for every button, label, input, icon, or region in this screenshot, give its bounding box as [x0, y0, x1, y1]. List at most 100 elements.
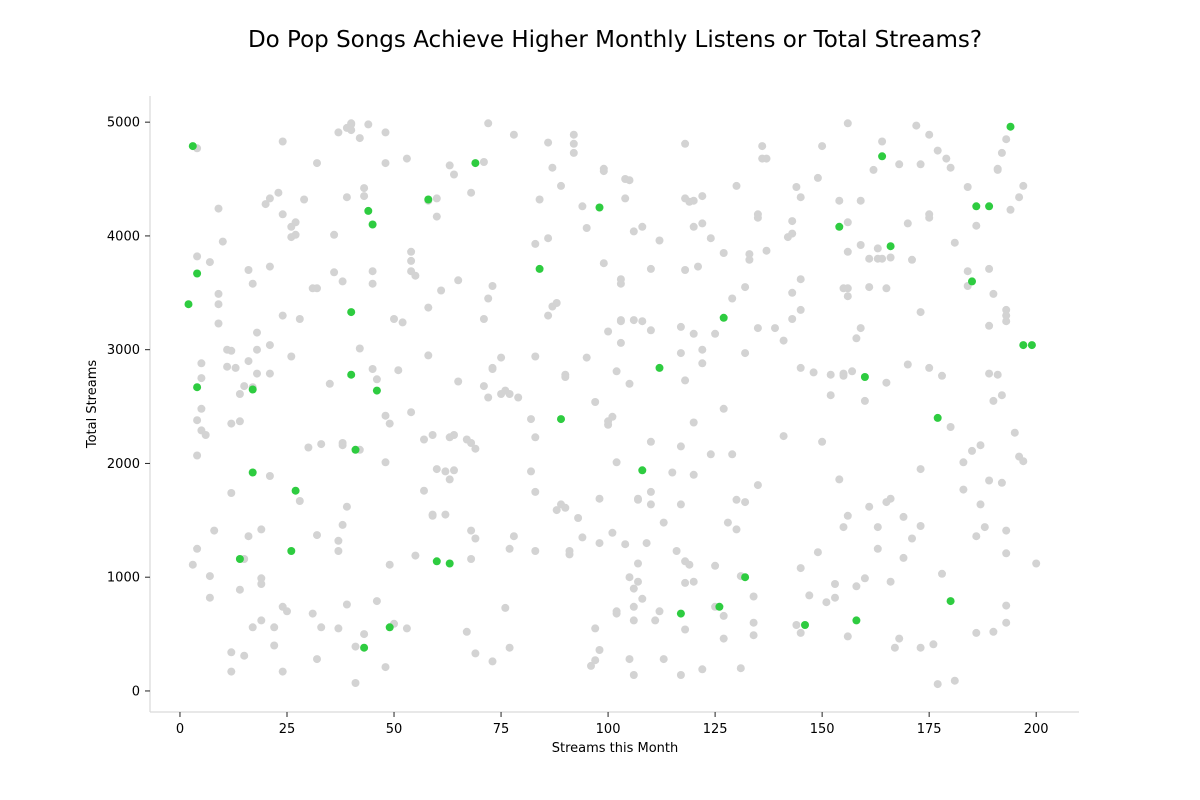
data-point: [441, 467, 450, 476]
data-point: [732, 525, 741, 534]
data-point: [505, 390, 514, 398]
data-point: [372, 597, 381, 606]
data-point: [265, 369, 274, 378]
highlighted-data-point: [248, 468, 257, 477]
data-point: [852, 334, 861, 343]
data-point: [342, 600, 351, 609]
data-point: [933, 680, 942, 689]
data-point: [265, 262, 274, 271]
data-point: [1002, 311, 1011, 320]
data-point: [625, 379, 634, 388]
data-point: [1002, 135, 1011, 144]
data-point: [231, 363, 240, 372]
data-point: [719, 404, 728, 413]
chart-title: Do Pop Songs Achieve Higher Monthly List…: [248, 27, 982, 53]
data-point: [796, 363, 805, 372]
data-point: [432, 212, 441, 221]
x-tick-label: 200: [1024, 722, 1049, 737]
data-point: [235, 585, 244, 594]
data-point: [689, 329, 698, 338]
data-point: [886, 494, 895, 503]
highlighted-data-point: [188, 142, 197, 151]
data-point: [925, 130, 934, 139]
data-point: [681, 266, 690, 274]
data-point: [942, 154, 951, 163]
data-point: [471, 444, 480, 453]
data-point: [244, 357, 253, 366]
data-point: [407, 247, 416, 256]
data-point: [1006, 205, 1015, 214]
data-point: [454, 276, 463, 285]
data-point: [689, 222, 698, 231]
data-point: [796, 275, 805, 284]
data-point: [835, 196, 844, 205]
data-point: [531, 352, 540, 361]
data-point: [278, 311, 287, 320]
data-point: [873, 544, 882, 553]
x-tick-label: 175: [917, 722, 942, 737]
data-point: [424, 303, 433, 312]
highlighted-data-point: [655, 363, 664, 372]
data-point: [762, 246, 771, 255]
data-point: [925, 210, 934, 219]
data-point: [381, 663, 390, 672]
highlighted-data-point: [351, 445, 360, 454]
x-axis-label: Streams this Month: [552, 741, 679, 756]
data-point: [1002, 317, 1011, 326]
data-point: [625, 655, 634, 664]
highlighted-data-point: [385, 623, 394, 632]
highlighted-data-point: [638, 466, 647, 475]
data-point: [848, 367, 857, 376]
data-point: [655, 236, 664, 245]
highlighted-data-point: [985, 202, 994, 211]
data-point: [788, 288, 797, 297]
data-point: [582, 224, 591, 232]
data-point: [205, 572, 214, 581]
highlighted-data-point: [287, 547, 296, 555]
highlighted-data-point: [1027, 341, 1036, 350]
data-point: [890, 643, 899, 652]
data-point: [993, 370, 1002, 379]
data-point: [878, 137, 887, 146]
data-point: [903, 360, 912, 369]
highlighted-data-point: [347, 370, 356, 379]
data-point: [599, 167, 608, 176]
data-point: [612, 458, 621, 467]
highlighted-data-point: [471, 159, 480, 168]
data-point: [420, 486, 428, 495]
data-point: [270, 623, 279, 632]
data-point: [432, 194, 441, 203]
data-point: [531, 487, 540, 496]
data-point: [505, 643, 514, 652]
data-point: [578, 533, 587, 542]
data-point: [385, 419, 394, 428]
data-point: [270, 641, 279, 650]
data-point: [197, 359, 206, 368]
x-tick-label: 0: [176, 722, 184, 737]
data-point: [501, 603, 510, 612]
data-point: [432, 465, 441, 474]
data-point: [218, 237, 227, 246]
data-point: [968, 446, 976, 455]
data-point: [317, 623, 326, 632]
data-point: [843, 119, 852, 128]
data-point: [796, 628, 805, 637]
data-point: [304, 443, 313, 452]
data-point: [330, 268, 339, 277]
data-point: [450, 431, 458, 439]
data-point: [381, 128, 390, 137]
data-point: [347, 126, 356, 135]
data-point: [788, 315, 797, 323]
data-point: [462, 627, 471, 636]
data-point: [274, 188, 283, 197]
data-point: [741, 349, 750, 358]
data-point: [972, 628, 981, 637]
data-point: [698, 219, 707, 228]
data-point: [646, 437, 655, 446]
x-tick-label: 150: [810, 722, 835, 737]
data-point: [317, 440, 326, 449]
data-point: [505, 544, 514, 553]
data-point: [360, 630, 369, 639]
data-point: [214, 289, 223, 298]
data-point: [646, 264, 655, 273]
